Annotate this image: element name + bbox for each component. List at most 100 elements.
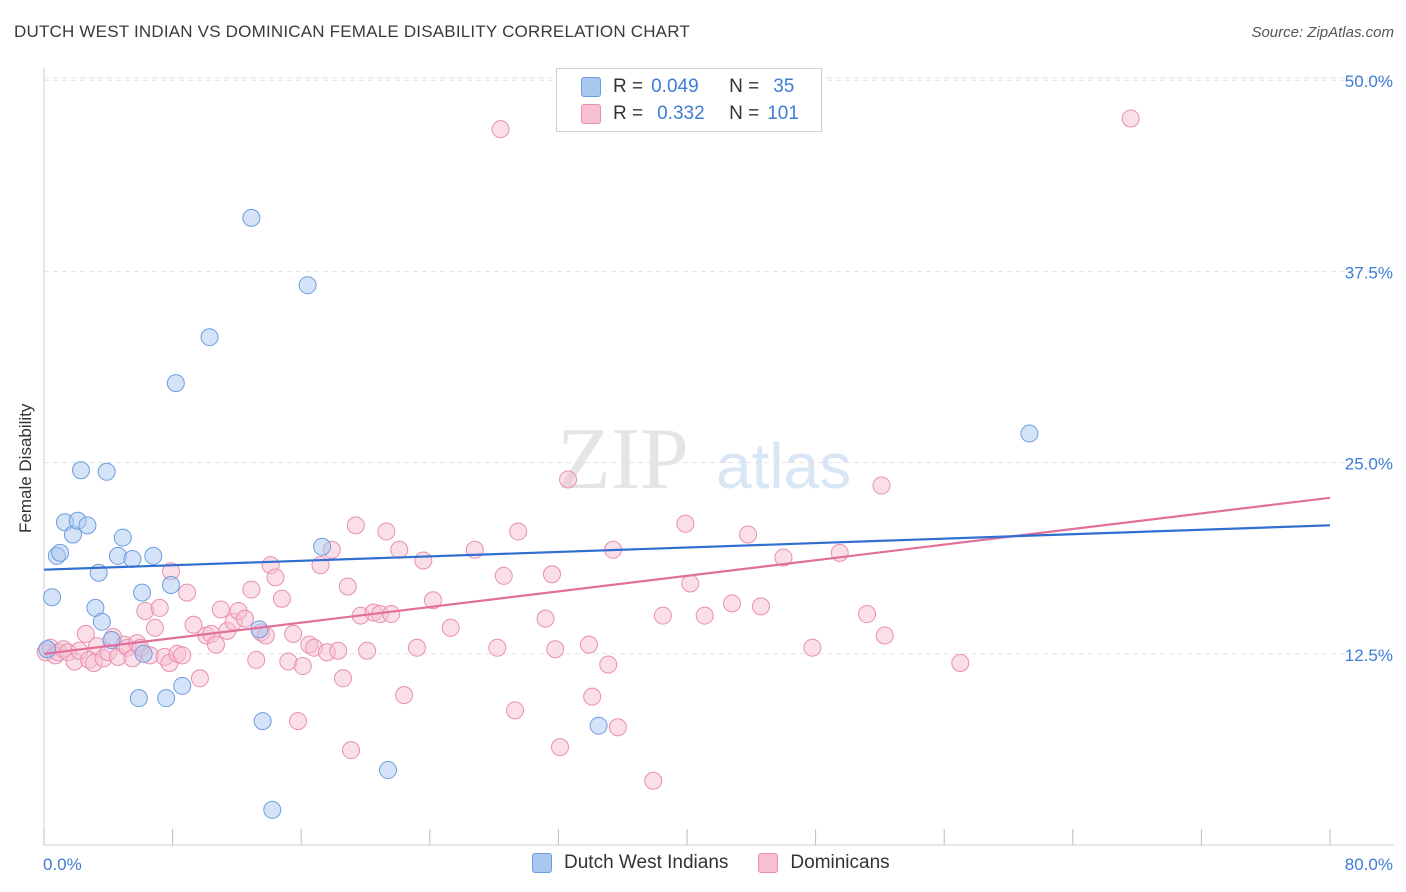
point-dominicans xyxy=(247,650,266,669)
point-dutch-west-indians xyxy=(379,761,398,780)
y-tick-label: 12.5% xyxy=(1345,646,1393,665)
stats-row-pink: R = 0.332 N = 101 xyxy=(581,102,799,126)
point-dominicans xyxy=(342,741,361,760)
blue-swatch xyxy=(532,853,552,873)
point-dominicans xyxy=(207,635,226,654)
point-dutch-west-indians xyxy=(133,583,152,602)
point-dominicans xyxy=(491,120,510,139)
watermark-atlas: atlas xyxy=(716,430,851,502)
point-dutch-west-indians xyxy=(263,800,282,819)
point-dominicans xyxy=(288,712,307,731)
n-label: N = xyxy=(729,103,760,124)
point-dominicans xyxy=(414,551,433,570)
point-dominicans xyxy=(358,641,377,660)
point-dutch-west-indians xyxy=(200,328,219,347)
point-dominicans xyxy=(150,598,169,617)
series-legend: Dutch West Indians Dominicans xyxy=(532,852,920,874)
point-dominicans xyxy=(390,540,409,559)
point-dutch-west-indians xyxy=(134,644,153,663)
point-dominicans xyxy=(235,609,254,628)
pink-swatch xyxy=(581,104,601,124)
point-dominicans xyxy=(266,568,285,587)
point-dominicans xyxy=(211,600,230,619)
point-dominicans xyxy=(872,476,891,495)
point-dutch-west-indians xyxy=(43,588,62,607)
point-dutch-west-indians xyxy=(144,546,163,565)
r-value: 0.332 xyxy=(657,103,705,124)
trend-line-dominicans xyxy=(43,496,1331,655)
point-dominicans xyxy=(858,605,877,624)
trend-lines xyxy=(43,496,1331,655)
x-tick-label: 0.0% xyxy=(43,855,82,874)
point-dominicans xyxy=(644,771,663,790)
legend-item-dominicans: Dominicans xyxy=(758,852,890,874)
point-dutch-west-indians xyxy=(78,516,97,535)
point-dominicans xyxy=(583,687,602,706)
point-dominicans xyxy=(774,548,793,567)
point-dutch-west-indians xyxy=(253,712,272,731)
gridlines xyxy=(44,77,1394,655)
point-dominicans xyxy=(695,606,714,625)
point-dominicans xyxy=(579,635,598,654)
point-dominicans xyxy=(951,653,970,672)
y-tick-label: 50.0% xyxy=(1345,72,1393,91)
stats-row-blue: R = 0.049 N = 35 xyxy=(581,75,794,99)
stats-legend: R = 0.049 N = 35 R = 0.332 N = 101 xyxy=(556,68,822,132)
x-tick-label: 80.0% xyxy=(1345,855,1393,874)
point-dutch-west-indians xyxy=(51,543,70,562)
point-dominicans xyxy=(723,594,742,613)
point-dutch-west-indians xyxy=(157,689,176,708)
point-dominicans xyxy=(407,638,426,657)
legend-label: Dutch West Indians xyxy=(564,852,729,873)
point-dominicans xyxy=(145,618,164,637)
point-dominicans xyxy=(803,638,822,657)
point-dominicans xyxy=(509,522,528,541)
point-dutch-west-indians xyxy=(313,537,332,556)
point-dutch-west-indians xyxy=(589,716,608,735)
point-dominicans xyxy=(739,525,758,544)
point-dominicans xyxy=(293,657,312,676)
r-label: R = xyxy=(613,103,644,124)
point-dominicans xyxy=(284,624,303,643)
point-dominicans xyxy=(488,638,507,657)
n-value: 35 xyxy=(773,76,795,97)
point-dominicans xyxy=(1121,109,1140,128)
point-dominicans xyxy=(494,566,513,585)
point-dutch-west-indians xyxy=(97,462,116,481)
point-dutch-west-indians xyxy=(166,374,185,393)
point-dominicans xyxy=(546,640,565,659)
point-dominicans xyxy=(681,574,700,593)
y-axis-label: Female Disability xyxy=(16,403,35,533)
point-dutch-west-indians xyxy=(298,276,317,295)
point-dutch-west-indians xyxy=(161,575,180,594)
point-dominicans xyxy=(542,565,561,584)
r-label: R = xyxy=(613,76,644,97)
pink-swatch xyxy=(758,853,779,873)
legend-label: Dominicans xyxy=(790,852,890,873)
point-dominicans xyxy=(173,646,192,665)
tick-labels: 12.5% 25.0% 37.5% 50.0% 0.0% 80.0% xyxy=(43,72,1393,874)
watermark-zip: ZIP xyxy=(557,411,689,508)
point-dominicans xyxy=(76,624,95,643)
point-dutch-west-indians xyxy=(173,676,192,695)
point-dutch-west-indians xyxy=(129,689,148,708)
point-dominicans xyxy=(377,522,396,541)
point-dominicans xyxy=(653,606,672,625)
series-dutch-west-indians xyxy=(38,208,1039,819)
n-value: 101 xyxy=(767,103,799,124)
point-dominicans xyxy=(382,605,401,624)
point-dominicans xyxy=(178,583,197,602)
point-dominicans xyxy=(608,718,627,737)
point-dominicans xyxy=(505,701,524,720)
point-dutch-west-indians xyxy=(113,528,132,547)
point-dominicans xyxy=(751,597,770,616)
point-dominicans xyxy=(676,514,695,533)
point-dominicans xyxy=(346,516,365,535)
legend-item-dutch-west-indians: Dutch West Indians xyxy=(532,852,728,874)
point-dutch-west-indians xyxy=(38,640,57,659)
point-dutch-west-indians xyxy=(71,461,90,480)
point-dominicans xyxy=(599,655,618,674)
y-tick-label: 25.0% xyxy=(1345,455,1393,474)
r-value: 0.049 xyxy=(651,76,699,97)
